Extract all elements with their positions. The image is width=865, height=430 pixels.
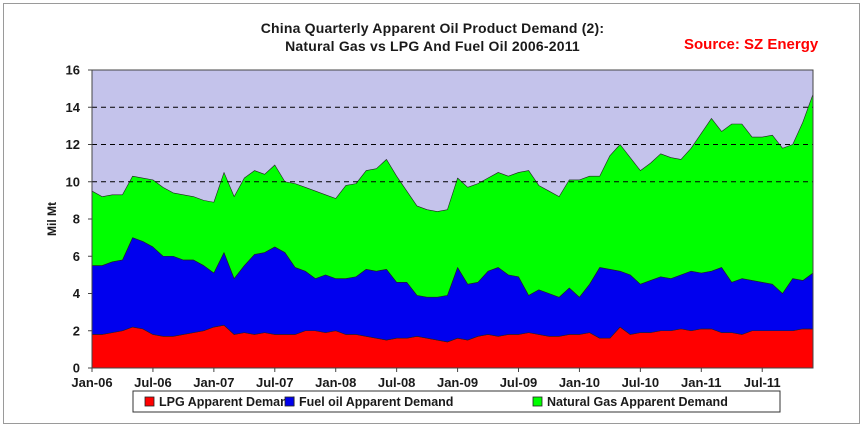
x-tick-label: Jul-06 — [134, 375, 172, 390]
x-tick-label: Jul-08 — [378, 375, 416, 390]
x-tick-label: Jul-09 — [500, 375, 538, 390]
y-tick-label: 8 — [73, 212, 80, 227]
y-tick-label: 4 — [73, 286, 81, 301]
y-tick-label: 6 — [73, 249, 80, 264]
chart-title-line1: China Quarterly Apparent Oil Product Dem… — [260, 20, 605, 36]
x-tick-label: Jan-10 — [559, 375, 600, 390]
legend-label: LPG Apparent Demand — [159, 395, 295, 409]
legend-label: Natural Gas Apparent Demand — [547, 395, 728, 409]
x-tick-label: Jul-11 — [744, 375, 781, 390]
y-tick-label: 16 — [66, 63, 80, 78]
y-axis-title: Mil Mt — [45, 202, 59, 236]
legend-swatch-natural-gas — [532, 396, 543, 407]
legend-swatch-fuel-oil — [284, 396, 295, 407]
x-tick-label: Jul-07 — [256, 375, 294, 390]
legend-box — [132, 390, 781, 413]
x-tick-label: Jan-07 — [193, 375, 234, 390]
x-tick-label: Jan-08 — [315, 375, 356, 390]
chart-title-line2: Natural Gas vs LPG And Fuel Oil 2006-201… — [285, 38, 580, 54]
y-tick-label: 14 — [66, 100, 81, 115]
axes: 0 2 4 6 8 10 12 14 16 Mil Mt Jan-06 Jul-06 Jan-07 Jul… — [45, 63, 781, 391]
plot-area — [91, 69, 814, 369]
y-tick-label: 2 — [73, 323, 80, 338]
y-tick-label: 10 — [66, 174, 80, 189]
legend-label: Fuel oil Apparent Demand — [299, 395, 453, 409]
x-tick-label: Jul-10 — [622, 375, 660, 390]
y-tick-label: 12 — [66, 137, 80, 152]
legend-swatch-lpg — [144, 396, 155, 407]
x-tick-label: Jan-06 — [71, 375, 112, 390]
source-label: Source: SZ Energy — [684, 36, 819, 53]
y-tick-label: 0 — [73, 361, 80, 376]
x-tick-label: Jan-09 — [437, 375, 478, 390]
x-tick-label: Jan-11 — [681, 375, 721, 390]
legend: LPG Apparent Demand Fuel oil Apparent Dem… — [132, 390, 781, 413]
